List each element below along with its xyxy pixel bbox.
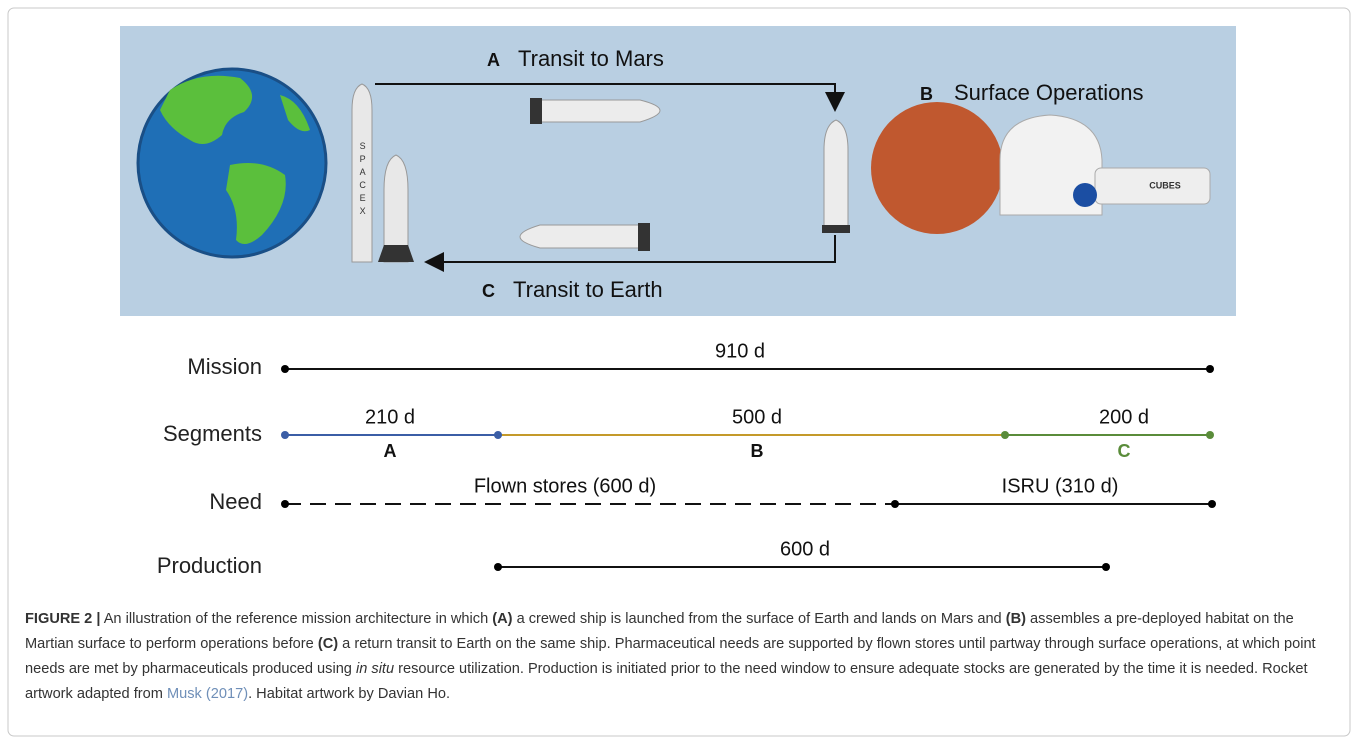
caption-text: resource utilization. Production is init… bbox=[25, 661, 1308, 702]
ship bbox=[519, 98, 850, 251]
duration: 910 d bbox=[715, 340, 765, 362]
phase-letter: A bbox=[487, 50, 500, 70]
habitat-text: CUBES bbox=[1149, 180, 1181, 190]
caption-text: An illustration of the reference mission… bbox=[100, 611, 493, 627]
phase-title: Transit to Mars bbox=[518, 46, 664, 71]
phase-letter: B bbox=[920, 84, 933, 104]
arrow bbox=[424, 235, 836, 272]
rocket-text: SPACEX bbox=[358, 141, 368, 219]
duration: 500 d bbox=[732, 406, 782, 428]
segment-letter: A bbox=[384, 441, 397, 461]
mars bbox=[871, 102, 1003, 234]
habitat: CUBES bbox=[999, 114, 1211, 216]
phase-title: Surface Operations bbox=[954, 80, 1144, 105]
need-label: ISRU (310 d) bbox=[1002, 475, 1119, 497]
caption-text: FIGURE 2 | bbox=[25, 611, 101, 627]
caption-text: . Habitat artwork by Davian Ho. bbox=[248, 686, 451, 702]
arrow bbox=[375, 83, 845, 112]
phase-title: Transit to Earth bbox=[513, 277, 663, 302]
caption-text: a crewed ship is launched from the surfa… bbox=[512, 611, 1006, 627]
segment-letter: C bbox=[1118, 441, 1131, 461]
segment-letter: B bbox=[751, 441, 764, 461]
row-label: Production bbox=[157, 553, 262, 578]
duration: 600 d bbox=[780, 538, 830, 560]
need-label: Flown stores (600 d) bbox=[474, 475, 656, 497]
caption-text: assembles a pre-deployed habitat on the … bbox=[25, 611, 1294, 652]
row-label: Segments bbox=[163, 421, 262, 446]
figure-border bbox=[7, 7, 1351, 737]
caption-text: (A) bbox=[492, 611, 513, 627]
duration: 200 d bbox=[1099, 406, 1149, 428]
caption-text: a return transit to Earth on the same sh… bbox=[25, 636, 1316, 677]
rocket: SPACEX bbox=[351, 83, 414, 263]
caption: FIGURE 2 | An illustration of the refere… bbox=[25, 607, 1337, 707]
citation-link[interactable]: Musk (2017) bbox=[166, 686, 249, 702]
row-label: Need bbox=[209, 489, 262, 514]
caption-text: (C) bbox=[317, 636, 339, 652]
earth bbox=[136, 67, 328, 259]
timeline: Mission 910 d Segments 210 d A 500 d B 2… bbox=[157, 340, 1216, 578]
duration: 210 d bbox=[365, 406, 415, 428]
caption-text: (B) bbox=[1005, 611, 1026, 627]
row-label: Mission bbox=[187, 354, 262, 379]
caption-text: in situ bbox=[355, 661, 395, 677]
phase-letter: C bbox=[482, 281, 495, 301]
